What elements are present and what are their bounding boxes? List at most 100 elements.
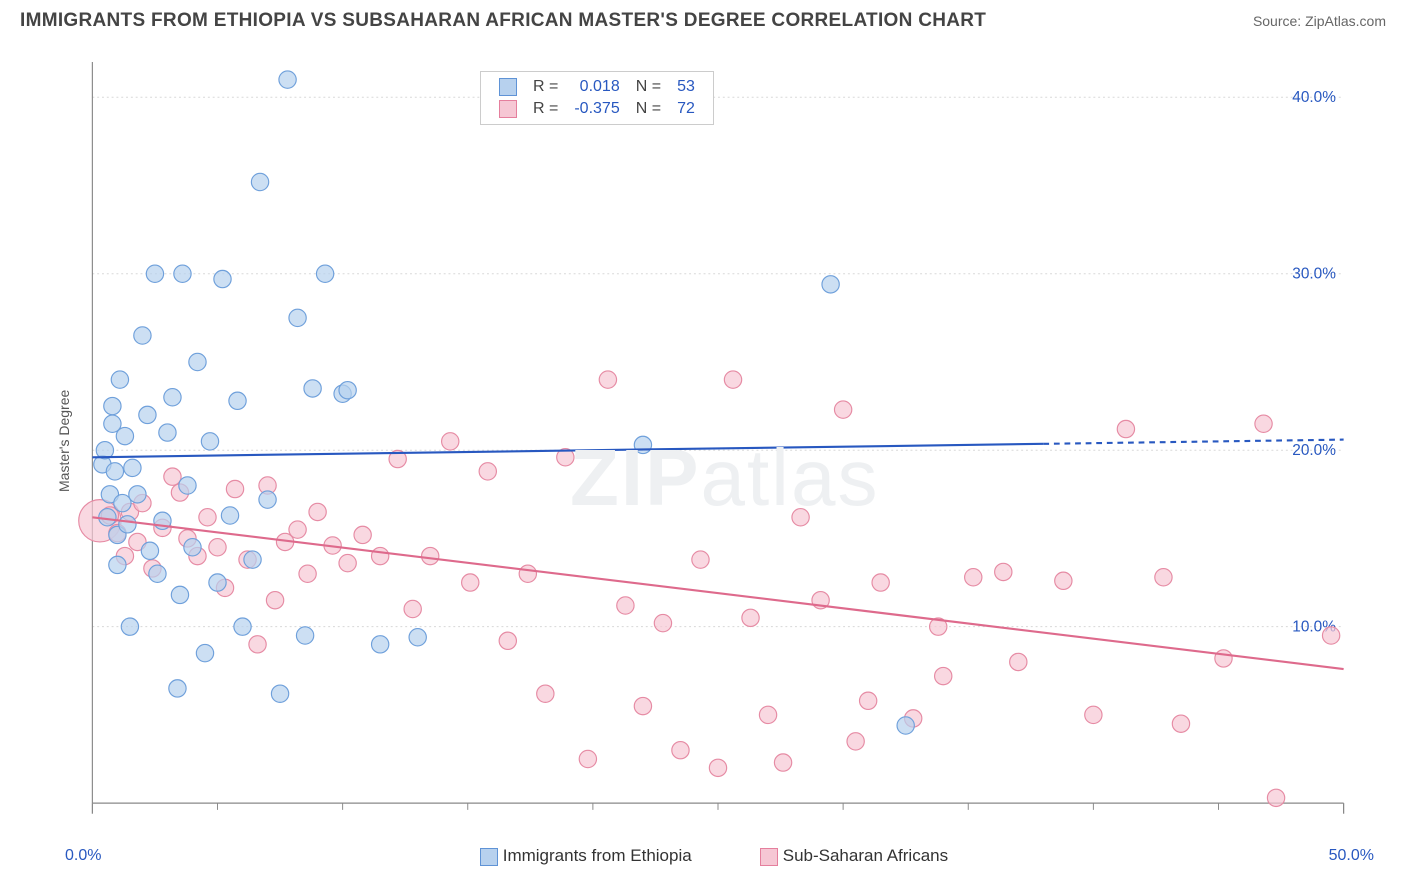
data-point — [289, 521, 306, 538]
scatter-plot: 10.0%20.0%30.0%40.0% — [50, 62, 1386, 832]
data-point — [134, 327, 151, 344]
data-point — [169, 680, 186, 697]
chart-title: IMMIGRANTS FROM ETHIOPIA VS SUBSAHARAN A… — [20, 10, 986, 32]
svg-text:40.0%: 40.0% — [1292, 89, 1336, 106]
data-point — [847, 733, 864, 750]
data-point — [339, 382, 356, 399]
legend-r-label: R = — [525, 76, 566, 98]
data-point — [309, 503, 326, 520]
data-point — [106, 463, 123, 480]
data-point — [129, 486, 146, 503]
data-point — [146, 265, 163, 282]
header: IMMIGRANTS FROM ETHIOPIA VS SUBSAHARAN A… — [0, 0, 1406, 40]
data-point — [316, 265, 333, 282]
legend-swatch — [480, 848, 498, 866]
legend-swatch — [499, 78, 517, 96]
data-point — [116, 427, 133, 444]
data-point — [634, 697, 651, 714]
data-point — [209, 539, 226, 556]
data-point — [164, 468, 181, 485]
legend-stats: R =0.018N =53R =-0.375N =72 — [480, 71, 714, 125]
svg-text:20.0%: 20.0% — [1292, 442, 1336, 459]
legend-r-value: 0.018 — [566, 76, 627, 98]
data-point — [199, 509, 216, 526]
legend-n-value: 53 — [669, 76, 703, 98]
x-axis-max-label: 50.0% — [1329, 847, 1374, 865]
data-point — [164, 389, 181, 406]
data-point — [1155, 569, 1172, 586]
data-point — [965, 569, 982, 586]
data-point — [279, 71, 296, 88]
data-point — [196, 644, 213, 661]
data-point — [654, 614, 671, 631]
data-point — [724, 371, 741, 388]
data-point — [579, 750, 596, 767]
data-point — [742, 609, 759, 626]
data-point — [229, 392, 246, 409]
data-point — [249, 636, 266, 653]
data-point — [209, 574, 226, 591]
data-point — [617, 597, 634, 614]
data-point — [1085, 706, 1102, 723]
legend-series-item: Sub-Saharan Africans — [760, 846, 948, 866]
data-point — [159, 424, 176, 441]
data-point — [792, 509, 809, 526]
legend-series-item: Immigrants from Ethiopia — [480, 846, 692, 866]
legend-series-label: Sub-Saharan Africans — [783, 846, 948, 865]
data-point — [111, 371, 128, 388]
data-point — [599, 371, 616, 388]
data-point — [339, 554, 356, 571]
data-point — [709, 759, 726, 776]
data-point — [141, 542, 158, 559]
data-point — [179, 477, 196, 494]
data-point — [266, 592, 283, 609]
data-point — [634, 436, 651, 453]
data-point — [442, 433, 459, 450]
legend-n-value: 72 — [669, 98, 703, 120]
data-point — [1010, 653, 1027, 670]
data-point — [409, 629, 426, 646]
data-point — [372, 547, 389, 564]
data-point — [1117, 420, 1134, 437]
data-point — [822, 276, 839, 293]
data-point — [499, 632, 516, 649]
data-point — [759, 706, 776, 723]
legend-n-label: N = — [628, 76, 669, 98]
data-point — [1215, 650, 1232, 667]
data-point — [184, 539, 201, 556]
legend-series-label: Immigrants from Ethiopia — [503, 846, 692, 865]
data-point — [271, 685, 288, 702]
data-point — [1055, 572, 1072, 589]
data-point — [171, 586, 188, 603]
data-point — [935, 667, 952, 684]
data-point — [692, 551, 709, 568]
data-point — [226, 480, 243, 497]
data-point — [296, 627, 313, 644]
data-point — [251, 173, 268, 190]
data-point — [259, 491, 276, 508]
data-point — [304, 380, 321, 397]
data-point — [234, 618, 251, 635]
data-point — [774, 754, 791, 771]
data-point — [354, 526, 371, 543]
data-point — [872, 574, 889, 591]
data-point — [189, 353, 206, 370]
data-point — [299, 565, 316, 582]
data-point — [174, 265, 191, 282]
legend-r-value: -0.375 — [566, 98, 627, 120]
data-point — [404, 600, 421, 617]
source-attrib: Source: ZipAtlas.com — [1253, 13, 1386, 29]
data-point — [221, 507, 238, 524]
data-point — [1255, 415, 1272, 432]
svg-text:30.0%: 30.0% — [1292, 266, 1336, 283]
legend-swatch — [760, 848, 778, 866]
data-point — [124, 459, 141, 476]
data-point — [121, 618, 138, 635]
data-point — [114, 494, 131, 511]
x-axis-min-label: 0.0% — [65, 847, 101, 865]
data-point — [119, 516, 136, 533]
data-point — [1172, 715, 1189, 732]
data-point — [109, 556, 126, 573]
data-point — [462, 574, 479, 591]
data-point — [99, 509, 116, 526]
